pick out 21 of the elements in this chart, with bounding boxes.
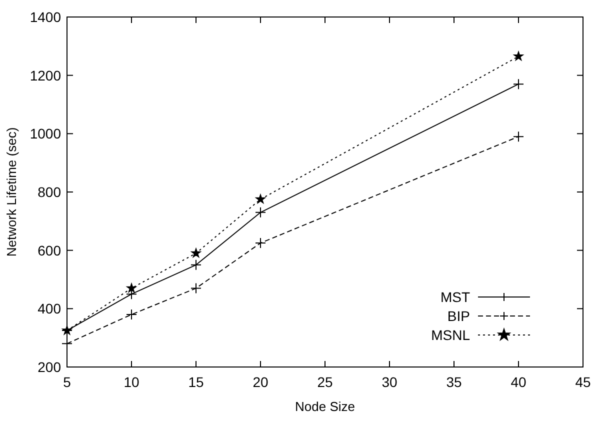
x-axis-title: Node Size — [295, 399, 355, 414]
y-tick-label: 1200 — [30, 67, 62, 84]
y-tick-label: 200 — [38, 359, 62, 375]
x-tick-label: 20 — [252, 374, 268, 390]
y-tick-label: 1400 — [30, 9, 62, 25]
y-tick-label: 600 — [38, 242, 62, 258]
x-tick-label: 30 — [382, 374, 398, 390]
y-tick-label: 1000 — [30, 126, 62, 142]
y-axis-title: Network Lifetime (sec) — [4, 127, 19, 257]
x-tick-label: 40 — [510, 374, 526, 390]
x-tick-label: 35 — [446, 374, 462, 390]
x-tick-label: 5 — [63, 374, 72, 390]
x-tick-label: 10 — [124, 374, 140, 390]
legend-label: MSNL — [431, 327, 470, 343]
legend-label: BIP — [447, 308, 470, 324]
y-tick-label: 800 — [38, 184, 62, 200]
x-tick-label: 15 — [188, 374, 204, 390]
x-tick-label: 45 — [575, 374, 591, 390]
y-tick-label: 400 — [38, 300, 62, 317]
legend-label: MST — [440, 289, 470, 305]
x-tick-label: 25 — [317, 374, 333, 390]
